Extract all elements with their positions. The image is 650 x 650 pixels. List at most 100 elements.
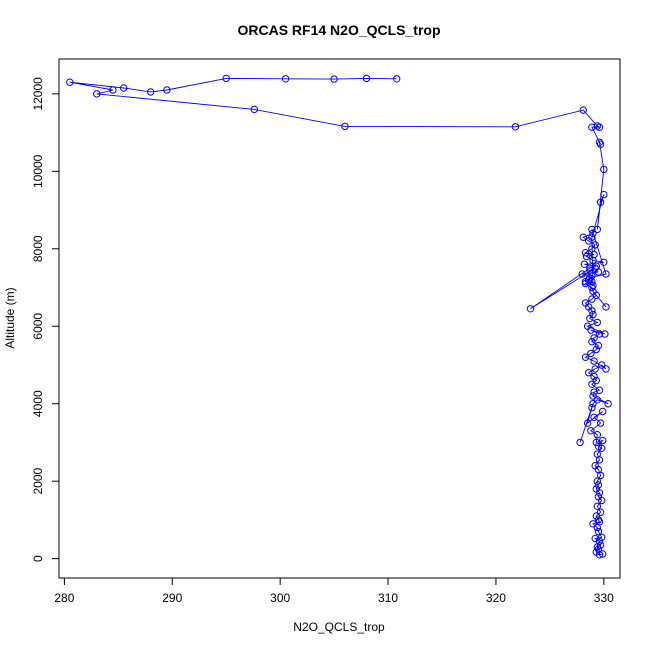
plot-area: [66, 74, 612, 559]
data-point: [589, 520, 597, 528]
data-point: [586, 274, 594, 282]
y-tick-label: 6000: [31, 313, 45, 340]
data-point: [579, 233, 587, 241]
data-point: [599, 407, 607, 416]
data-point: [590, 357, 598, 365]
x-axis-label: N2O_QCLS_trop: [293, 620, 385, 634]
data-point: [526, 305, 535, 313]
data-point: [589, 229, 597, 238]
data-point: [588, 295, 596, 303]
chart-title: ORCAS RF14 N2O_QCLS_trop: [237, 22, 440, 38]
data-point: [598, 361, 606, 369]
y-tick-label: 0: [31, 555, 45, 562]
data-point: [602, 270, 610, 278]
data-point: [595, 518, 604, 526]
data-point: [592, 262, 600, 270]
data-point: [593, 477, 601, 485]
data-point: [586, 264, 594, 272]
data-point: [589, 281, 597, 290]
data-point: [588, 233, 596, 241]
data-point: [593, 431, 601, 439]
x-tick-label: 330: [594, 591, 614, 605]
data-point: [593, 318, 601, 327]
y-tick-label: 10000: [31, 154, 45, 188]
data-point: [602, 365, 610, 373]
data-point: [592, 376, 600, 385]
data-point: [581, 299, 590, 307]
series-line: [69, 77, 609, 556]
data-point: [593, 396, 601, 404]
data-point: [578, 270, 586, 278]
data-point: [588, 283, 596, 292]
data-point: [592, 512, 600, 520]
data-point: [599, 436, 607, 445]
data-point: [109, 86, 117, 94]
data-point: [595, 330, 604, 338]
data-point: [596, 541, 605, 549]
data-point: [581, 353, 590, 361]
data-point: [147, 88, 155, 96]
data-point: [588, 123, 596, 131]
data-point: [592, 345, 600, 354]
data-point: [596, 508, 605, 516]
data-point: [393, 75, 401, 83]
y-tick-label: 8000: [31, 235, 45, 262]
x-tick-label: 320: [486, 591, 506, 605]
y-axis-label: Altitude (m): [3, 287, 17, 348]
data-point: [591, 462, 599, 470]
data-point: [598, 533, 606, 541]
data-point: [93, 90, 101, 98]
data-point: [588, 338, 596, 346]
data-point: [588, 225, 596, 234]
data-point: [601, 330, 609, 338]
data-point: [600, 165, 608, 174]
data-point: [596, 198, 605, 207]
data-point: [579, 106, 587, 114]
data-point: [594, 516, 603, 524]
data-point: [591, 264, 599, 272]
x-tick-label: 300: [270, 591, 290, 605]
data-point: [593, 450, 601, 458]
data-point: [596, 419, 605, 427]
data-point: [281, 75, 290, 83]
data-point: [594, 493, 603, 501]
data-point: [585, 369, 593, 377]
data-point: [591, 365, 599, 373]
x-tick-label: 290: [162, 591, 182, 605]
data-point: [511, 123, 520, 131]
data-point: [576, 438, 584, 447]
data-point: [587, 427, 595, 435]
data-point: [600, 258, 608, 266]
data-point: [590, 372, 598, 381]
data-point: [595, 386, 604, 394]
data-point: [330, 75, 338, 83]
plot-frame: [58, 58, 621, 579]
data-point: [589, 392, 597, 400]
data-point: [600, 190, 608, 199]
x-tick-label: 310: [378, 591, 398, 605]
y-tick-label: 12000: [31, 77, 45, 111]
data-point: [362, 74, 371, 83]
data-point: [594, 481, 603, 489]
data-point: [581, 278, 590, 286]
data-point: [222, 74, 230, 83]
data-point: [599, 550, 607, 558]
data-point: [594, 341, 603, 350]
x-tick-label: 280: [54, 591, 74, 605]
data-point: [590, 334, 598, 342]
data-point: [589, 287, 597, 296]
data-point: [596, 140, 605, 148]
y-axis: 0 2000 4000 6000 8000 10000 12000: [31, 77, 59, 562]
data-point: [594, 527, 603, 536]
data-point: [588, 403, 596, 412]
data-point: [590, 413, 598, 421]
data-point: [580, 260, 589, 268]
data-point: [589, 310, 597, 319]
y-tick-label: 4000: [31, 390, 45, 417]
data-point: [582, 252, 591, 261]
data-point: [595, 138, 604, 147]
data-point: [591, 241, 599, 249]
data-point: [120, 84, 128, 92]
x-axis: 280 290 300 310 320 330: [54, 578, 614, 605]
